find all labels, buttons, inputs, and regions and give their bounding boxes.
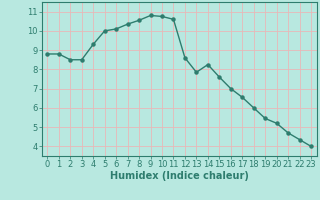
X-axis label: Humidex (Indice chaleur): Humidex (Indice chaleur) bbox=[110, 171, 249, 181]
